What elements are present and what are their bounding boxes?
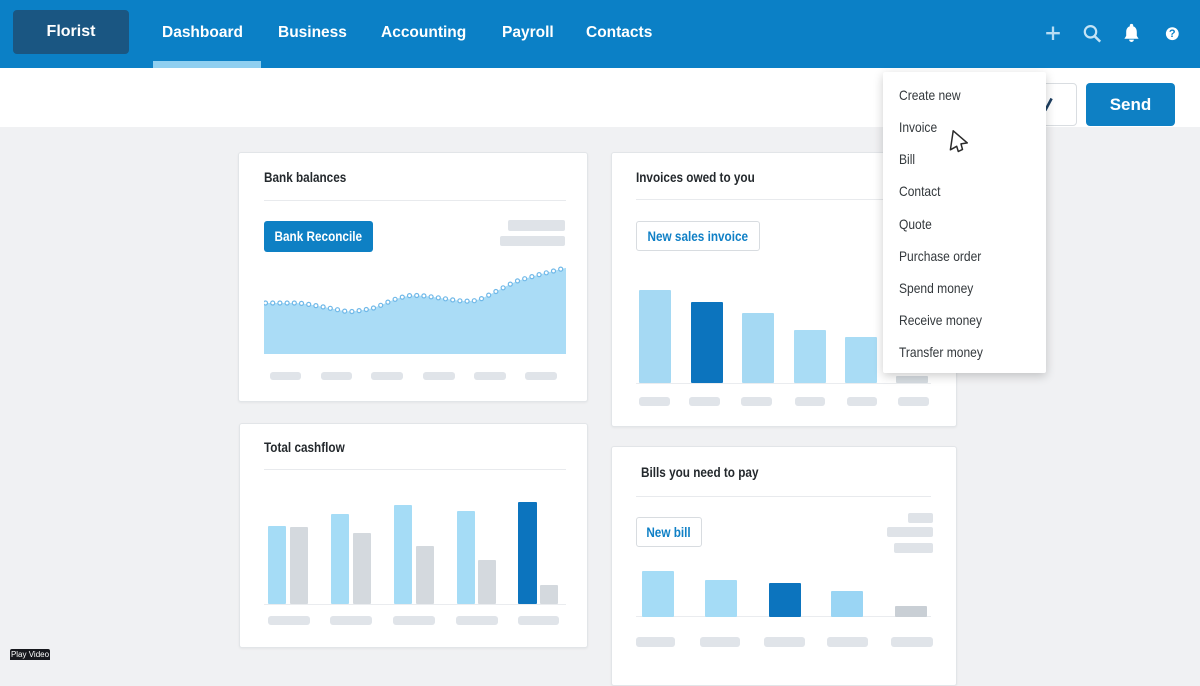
svg-text:?: ? bbox=[1169, 28, 1176, 40]
